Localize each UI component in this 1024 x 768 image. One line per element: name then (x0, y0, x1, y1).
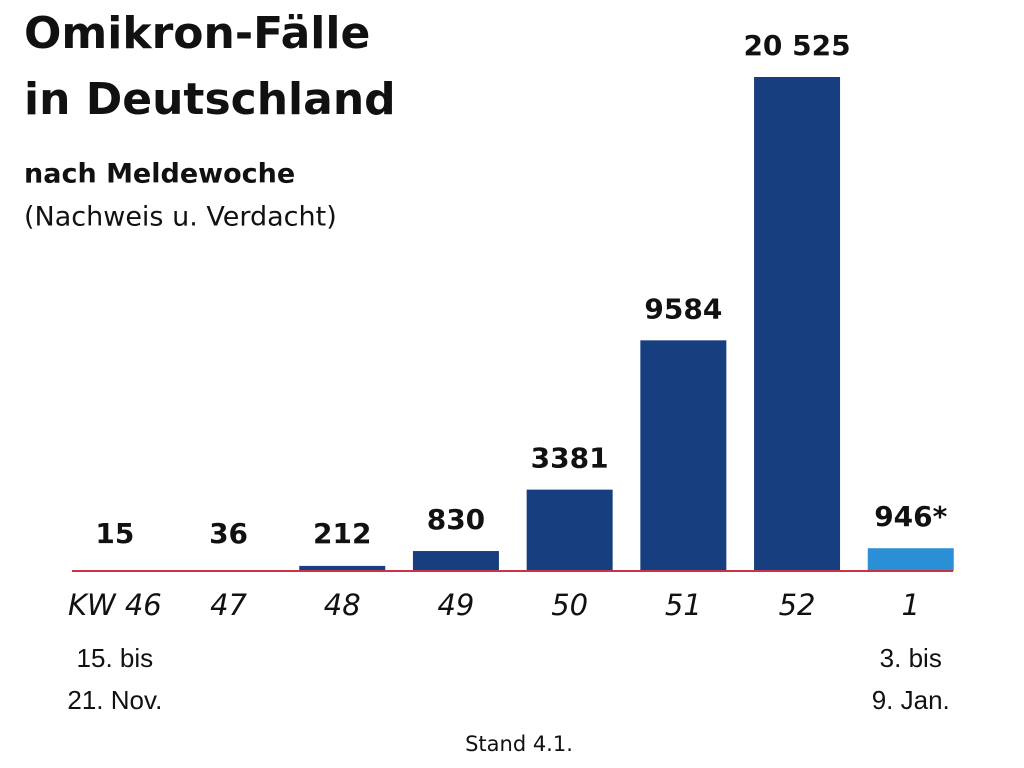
value-label: 20 525 (743, 29, 850, 62)
value-label: 3381 (531, 442, 609, 475)
bar (754, 77, 841, 571)
chart-note: (Nachweis u. Verdacht) (24, 202, 337, 233)
x-tick-label: 49 (437, 588, 474, 622)
value-label: 36 (209, 517, 248, 550)
date-label: 9. Jan. (872, 685, 950, 715)
bar (412, 551, 499, 571)
value-label: 15 (95, 517, 134, 550)
bar (640, 340, 727, 571)
x-tick-label: KW 46 (68, 588, 162, 622)
value-label: 830 (427, 503, 485, 536)
bar (867, 548, 954, 571)
value-label: 212 (313, 517, 371, 550)
bar (526, 489, 613, 571)
chart-subtitle: nach Meldewoche (24, 159, 295, 190)
chart-title: Omikron-Fälle (24, 8, 370, 59)
x-tick-label: 51 (665, 588, 702, 622)
date-label: 3. bis (880, 643, 942, 673)
source: Stand 4.1. (465, 732, 573, 756)
value-label: 946* (874, 500, 947, 533)
x-tick-label: 1 (902, 588, 920, 622)
x-tick-label: 52 (779, 588, 816, 622)
date-label: 21. Nov. (67, 685, 162, 715)
value-label: 9584 (644, 292, 722, 325)
date-label: 15. bis (77, 643, 154, 673)
chart-title: in Deutschland (24, 74, 396, 125)
x-tick-label: 47 (210, 588, 247, 622)
bar (299, 565, 386, 571)
x-tick-label: 48 (324, 588, 361, 622)
x-tick-label: 50 (551, 588, 588, 622)
